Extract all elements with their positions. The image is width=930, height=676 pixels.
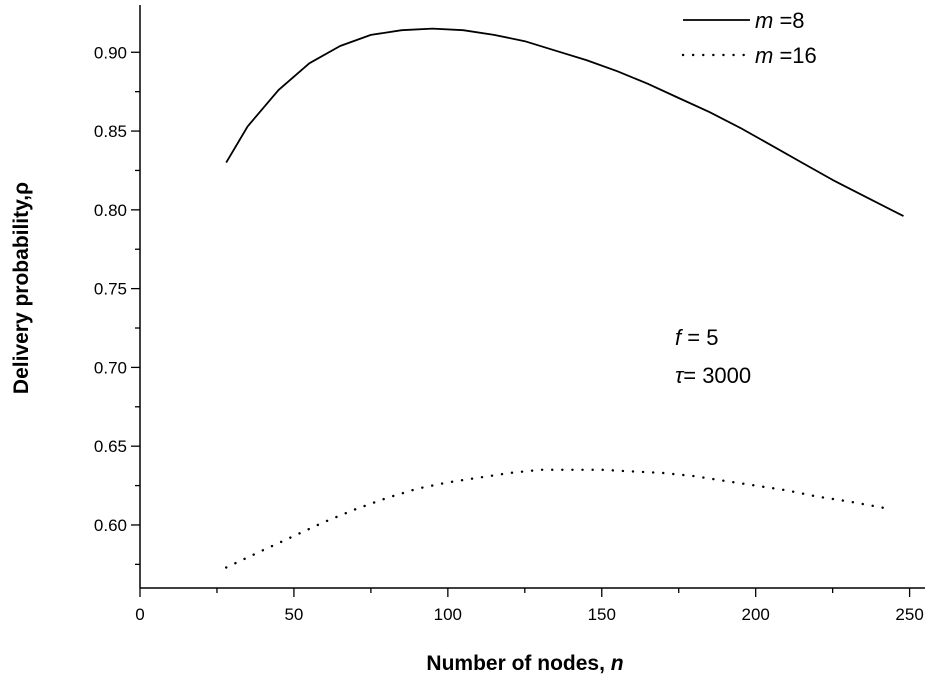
x-tick-label: 100 <box>434 605 462 624</box>
x-ticks: 0 50 100 150 200 250 <box>135 588 924 624</box>
y-tick-label: 0.90 <box>94 43 127 62</box>
plot-lines <box>224 27 904 569</box>
legend-label-m8: m =8 <box>755 8 805 33</box>
y-tick-label: 0.80 <box>94 201 127 220</box>
y-tick-label: 0.60 <box>94 516 127 535</box>
x-tick-label: 0 <box>135 605 144 624</box>
x-tick-label: 250 <box>895 605 923 624</box>
series-line-m8 <box>225 27 904 217</box>
x-tick-label: 150 <box>588 605 616 624</box>
series-line-m16 <box>224 468 893 569</box>
y-tick-label: 0.85 <box>94 122 127 141</box>
x-axis-title: Number of nodes, n <box>426 652 623 675</box>
annotation-tau: τ= 3000 <box>675 363 751 388</box>
legend: m =8 m =16 <box>681 8 817 68</box>
y-axis-title: Delivery probability,ρ <box>10 182 33 394</box>
y-tick-label: 0.75 <box>94 280 127 299</box>
parameter-annotation: f = 5 τ= 3000 <box>675 325 751 388</box>
x-tick-label: 50 <box>284 605 303 624</box>
y-ticks: 0.60 0.65 0.70 0.75 0.80 0.85 0.90 <box>94 43 140 566</box>
y-tick-label: 0.70 <box>94 358 127 377</box>
legend-label-m16: m =16 <box>755 43 817 68</box>
x-tick-label: 200 <box>741 605 769 624</box>
axes <box>139 5 925 589</box>
annotation-f: f = 5 <box>675 325 718 350</box>
y-tick-label: 0.65 <box>94 437 127 456</box>
